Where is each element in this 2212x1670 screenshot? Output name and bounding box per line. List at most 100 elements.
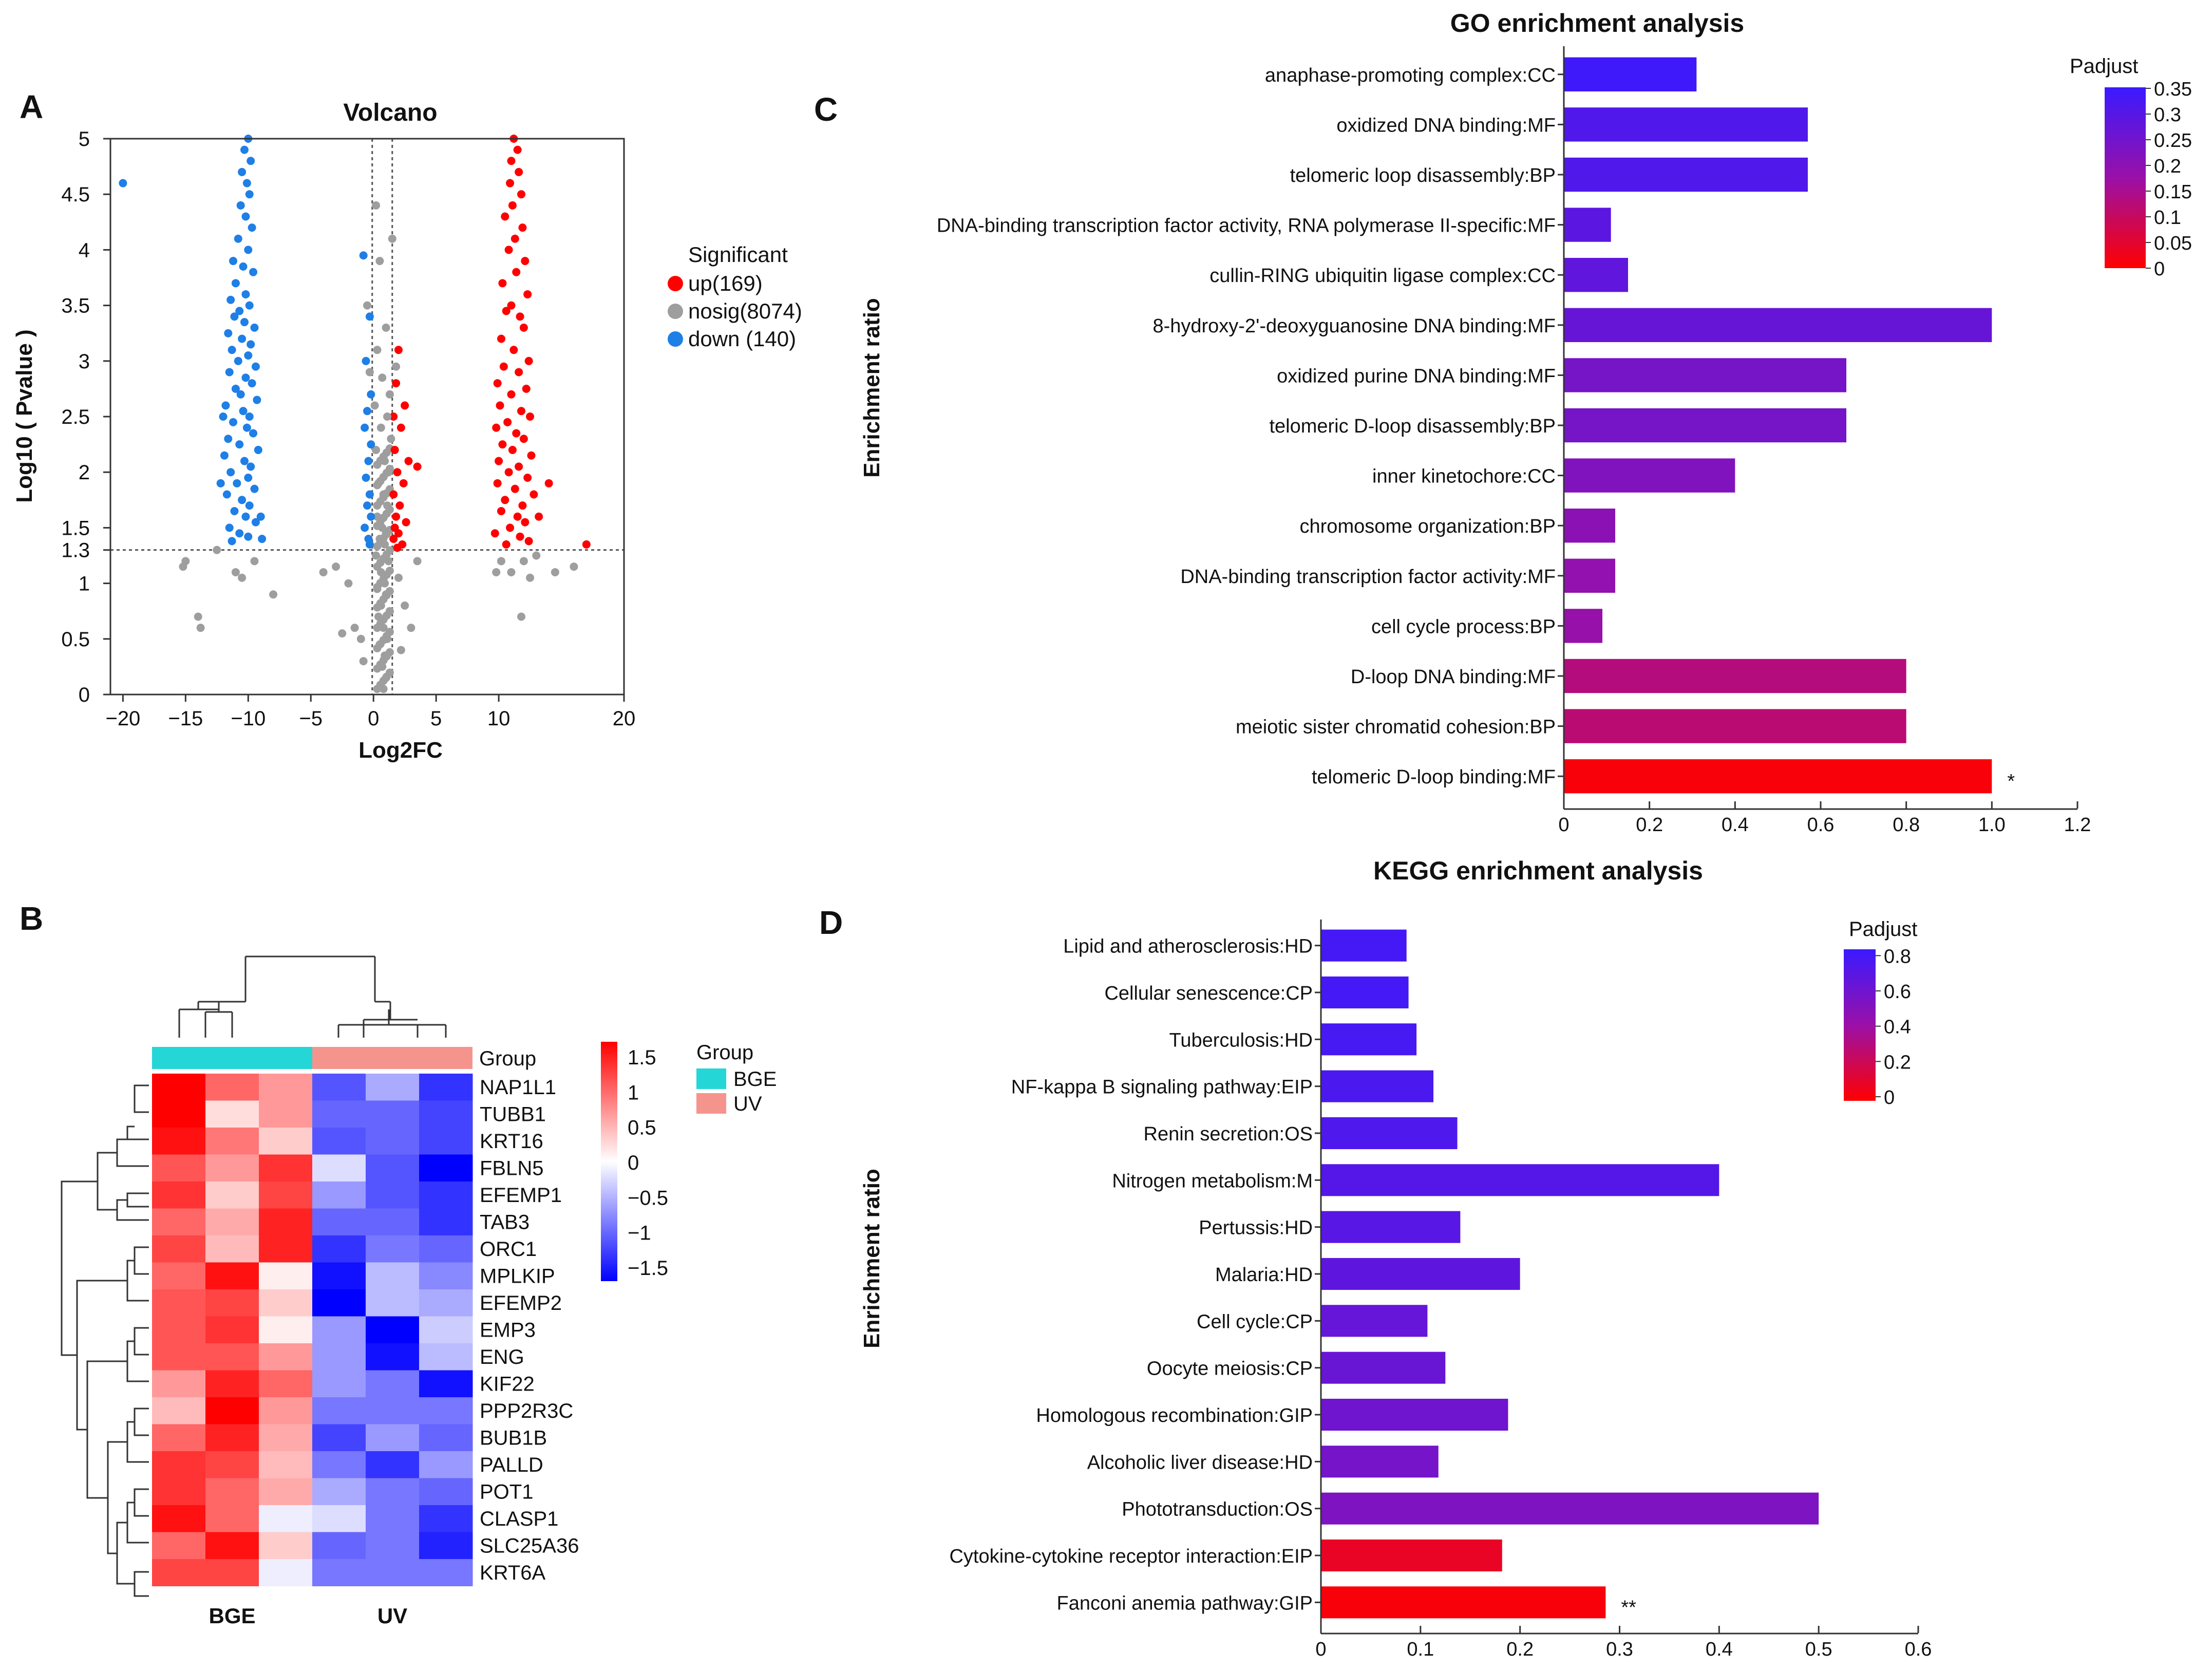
up-point bbox=[511, 234, 519, 243]
heatmap-cell bbox=[259, 1343, 313, 1371]
down-point bbox=[245, 501, 254, 510]
go-bar bbox=[1564, 659, 1906, 693]
go-colorbar-tick: 0.3 bbox=[2154, 104, 2181, 126]
heatmap-cell bbox=[259, 1154, 313, 1182]
volcano-plot: Volcano Log2FC Log10 ( Pvalue ) −20 −15 −1… bbox=[12, 99, 802, 763]
go-xtick-label: 1.2 bbox=[2064, 814, 2091, 836]
kegg-xtick-label: 0.4 bbox=[1706, 1639, 1733, 1660]
up-point bbox=[404, 457, 413, 465]
go-category-label: DNA-binding transcription factor activit… bbox=[1180, 566, 1556, 588]
heatmap-cell bbox=[312, 1262, 366, 1290]
nosig-point bbox=[370, 401, 379, 410]
heatmap-cell bbox=[312, 1532, 366, 1560]
down-point bbox=[256, 512, 265, 521]
legend-marker-up bbox=[668, 276, 683, 291]
nosig-point bbox=[372, 551, 381, 560]
up-point bbox=[515, 167, 523, 176]
down-point bbox=[247, 340, 255, 349]
kegg-category-label: Oocyte meiosis:CP bbox=[1147, 1358, 1313, 1380]
volcano-ylabel: Log10 ( Pvalue ) bbox=[12, 329, 37, 502]
down-point bbox=[254, 445, 262, 454]
heatmap-cell bbox=[366, 1451, 420, 1478]
heatmap-cell bbox=[259, 1451, 313, 1478]
up-point bbox=[507, 390, 516, 399]
up-point bbox=[402, 518, 410, 527]
go-enrichment-chart: GO enrichment analysis Enrichment ratio … bbox=[859, 9, 2192, 836]
heatmap-cell bbox=[312, 1424, 366, 1452]
heatmap-cell bbox=[152, 1262, 206, 1290]
go-colorbar bbox=[2105, 87, 2146, 268]
down-point bbox=[226, 295, 235, 304]
nosig-point bbox=[570, 562, 578, 571]
nosig-point bbox=[372, 201, 381, 210]
go-xtick-label: 0.6 bbox=[1807, 814, 1835, 836]
heatmap-cell bbox=[205, 1478, 259, 1506]
nosig-point bbox=[383, 412, 392, 421]
up-point bbox=[506, 179, 515, 187]
heatmap-cell bbox=[312, 1478, 366, 1506]
kegg-category-label: Phototransduction:OS bbox=[1122, 1499, 1313, 1521]
heatmap-cell bbox=[366, 1262, 420, 1290]
up-point bbox=[498, 279, 507, 288]
down-point bbox=[240, 457, 249, 465]
nosig-point bbox=[517, 612, 525, 621]
down-point bbox=[230, 312, 239, 321]
heatmap-cell bbox=[152, 1343, 206, 1371]
volcano-ytick-label: 0.5 bbox=[61, 628, 90, 651]
heatmap-cell bbox=[419, 1424, 473, 1452]
down-point bbox=[250, 484, 259, 493]
kegg-category-label: Tuberculosis:HD bbox=[1169, 1029, 1313, 1051]
kegg-bar bbox=[1321, 1492, 1819, 1525]
go-category-label: cullin-RING ubiquitin ligase complex:CC bbox=[1209, 265, 1556, 287]
up-point bbox=[512, 268, 521, 276]
heatmap-cell bbox=[205, 1235, 259, 1263]
heatmap-cell bbox=[312, 1208, 366, 1236]
go-category-label: 8-hydroxy-2'-deoxyguanosine DNA binding:… bbox=[1152, 315, 1556, 337]
heatmap-cell bbox=[205, 1532, 259, 1560]
up-point bbox=[513, 145, 522, 154]
up-point bbox=[393, 468, 402, 477]
legend-swatch-uv bbox=[696, 1093, 726, 1114]
heatmap-gene-label: CLASP1 bbox=[480, 1508, 558, 1530]
kegg-bar bbox=[1321, 1446, 1439, 1478]
down-point bbox=[233, 479, 241, 487]
down-point bbox=[247, 157, 255, 165]
nosig-point bbox=[338, 629, 347, 637]
go-bar bbox=[1564, 458, 1735, 493]
down-point bbox=[119, 179, 127, 187]
down-point bbox=[238, 167, 247, 176]
down-point bbox=[241, 373, 250, 382]
down-point bbox=[245, 412, 254, 421]
down-point bbox=[244, 532, 253, 541]
panel-label-b: B bbox=[20, 900, 43, 937]
up-point bbox=[401, 401, 409, 410]
group-bar-uv bbox=[312, 1047, 472, 1069]
down-point bbox=[228, 346, 236, 354]
down-point bbox=[362, 356, 370, 365]
kegg-xtick-label: 0.2 bbox=[1506, 1639, 1534, 1660]
heatmap-cell bbox=[312, 1343, 366, 1371]
up-point bbox=[497, 334, 505, 343]
nosig-point bbox=[401, 601, 409, 610]
heatmap-cell bbox=[259, 1208, 313, 1236]
heatmap-cell bbox=[205, 1559, 259, 1586]
heatmap-cell bbox=[366, 1532, 420, 1560]
heatmap-colorbar-tick: −0.5 bbox=[628, 1187, 668, 1209]
up-point bbox=[518, 501, 527, 510]
nosig-point bbox=[213, 546, 221, 554]
nosig-point bbox=[413, 557, 422, 566]
heatmap-cell bbox=[259, 1262, 313, 1290]
kegg-bar bbox=[1321, 1586, 1606, 1619]
legend-label-up: up(169) bbox=[688, 271, 763, 295]
up-point bbox=[512, 429, 521, 438]
kegg-title: KEGG enrichment analysis bbox=[1373, 856, 1703, 885]
nosig-point bbox=[497, 557, 505, 566]
up-point bbox=[498, 440, 507, 449]
legend-label-bge: BGE bbox=[733, 1068, 777, 1091]
heatmap-gene-label: EMP3 bbox=[480, 1319, 536, 1342]
down-point bbox=[244, 474, 253, 482]
heatmap-cell bbox=[205, 1100, 259, 1128]
nosig-point bbox=[376, 423, 385, 432]
down-point bbox=[231, 279, 240, 288]
volcano-title: Volcano bbox=[343, 99, 437, 126]
